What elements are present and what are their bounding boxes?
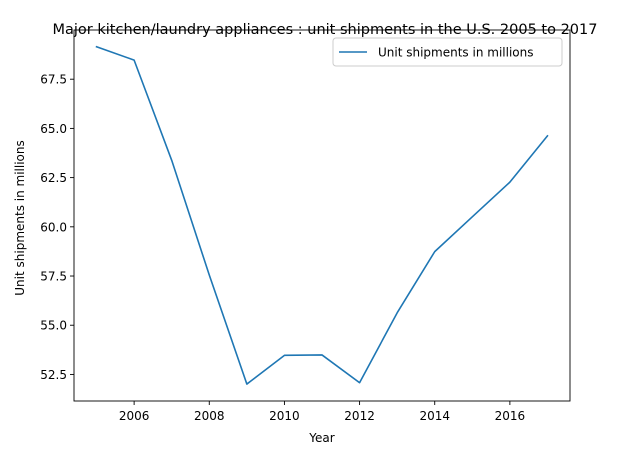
y-tick-label: 67.5 xyxy=(40,73,67,87)
legend-box xyxy=(332,37,563,67)
x-tick-label: 2010 xyxy=(269,409,300,423)
legend: Unit shipments in millions xyxy=(332,37,563,67)
y-tick-label: 60.0 xyxy=(40,220,67,234)
x-tick-label: 2006 xyxy=(119,409,150,423)
y-tick-label: 57.5 xyxy=(40,270,67,284)
y-axis-label: Unit shipments in millions xyxy=(13,140,27,295)
y-tick-label: 55.0 xyxy=(40,319,67,333)
x-axis-label: Year xyxy=(308,431,334,445)
series-line xyxy=(95,45,549,385)
plot-area: 2006 2008 2010 2012 2014 2016 52.5 55.0 57.5 60.0… xyxy=(40,29,571,423)
y-tick-label: 52.5 xyxy=(40,368,67,382)
x-tick-label: 2008 xyxy=(194,409,225,423)
y-tick-label: 62.5 xyxy=(40,171,67,185)
axes-frame xyxy=(73,29,571,402)
x-tick-label: 2016 xyxy=(495,409,526,423)
legend-label: Unit shipments in millions xyxy=(378,46,533,60)
x-tick-label: 2012 xyxy=(344,409,375,423)
y-tick-label: 65.0 xyxy=(40,122,67,136)
x-tick-label: 2014 xyxy=(419,409,450,423)
